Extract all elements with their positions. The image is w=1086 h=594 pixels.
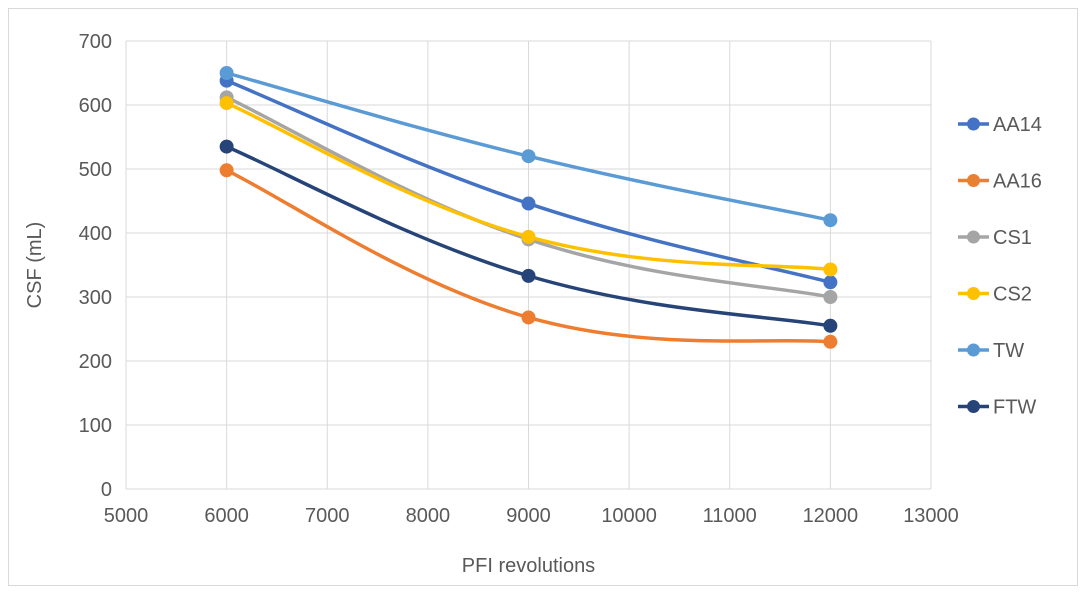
legend-swatch-marker [967,230,980,244]
y-tick-label: 300 [79,287,112,309]
data-point [219,96,234,111]
data-point [521,229,536,244]
data-point [521,268,536,283]
x-tick-label: 8000 [406,505,451,527]
legend-label: AA14 [993,114,1042,136]
y-tick-label: 200 [79,351,112,373]
y-tick-label: 400 [79,223,112,245]
legend: AA14 AA16 CS1 CS2 TW FTW [958,114,1042,419]
y-tick-label: 700 [79,31,112,53]
x-tick-label: 12000 [803,505,859,527]
x-tick-label: 9000 [506,505,551,527]
x-tick-label: 13000 [903,505,959,527]
y-tick-label: 600 [79,95,112,117]
x-tick-label: 11000 [703,505,757,527]
data-point [219,139,234,154]
legend-item-ftw: FTW [958,397,1036,419]
legend-label: FTW [993,397,1036,419]
legend-item-cs2: CS2 [958,284,1032,306]
data-point [823,262,838,277]
series-aa16 [219,163,838,349]
data-point [823,290,838,304]
data-series [219,66,838,349]
data-point [823,334,838,349]
x-tick-label: 7000 [305,505,350,527]
legend-swatch-marker [967,117,980,131]
y-tick-label: 100 [79,415,112,437]
data-point [823,318,838,333]
data-point [521,149,536,164]
data-point [823,213,838,228]
line-chart: 0 100 200 300 400 500 600 700 5000 6000 7000 8000 90… [24,31,1042,577]
data-point [521,196,536,211]
legend-label: CS1 [993,227,1032,249]
x-tick-label: 5000 [104,505,149,527]
data-point [521,310,536,325]
y-axis-title: CSF (mL) [24,222,46,309]
series-cs2 [219,96,838,277]
data-point [219,66,234,80]
axes: 0 100 200 300 400 500 600 700 5000 6000 7000 8000 90… [79,31,959,527]
legend-label: AA16 [993,171,1042,193]
legend-swatch-marker [967,174,980,187]
legend-item-tw: TW [958,340,1024,362]
data-point [219,163,234,178]
legend-item-aa16: AA16 [958,171,1042,193]
legend-item-cs1: CS1 [958,227,1032,249]
y-tick-label: 0 [101,479,112,501]
series-ftw [219,139,838,333]
legend-label: TW [993,340,1024,362]
x-axis-title: PFI revolutions [462,555,595,577]
chart-container: 0 100 200 300 400 500 600 700 5000 6000 7000 8000 90… [8,8,1078,586]
y-tick-label: 500 [79,159,112,181]
legend-swatch-marker [967,343,980,357]
series-tw [219,66,838,228]
legend-swatch-marker [967,400,980,413]
legend-label: CS2 [993,284,1032,306]
x-tick-label: 10000 [601,505,657,527]
data-point [823,275,838,290]
x-tick-label: 6000 [204,505,249,527]
legend-swatch-marker [967,287,980,300]
legend-item-aa14: AA14 [958,114,1042,136]
